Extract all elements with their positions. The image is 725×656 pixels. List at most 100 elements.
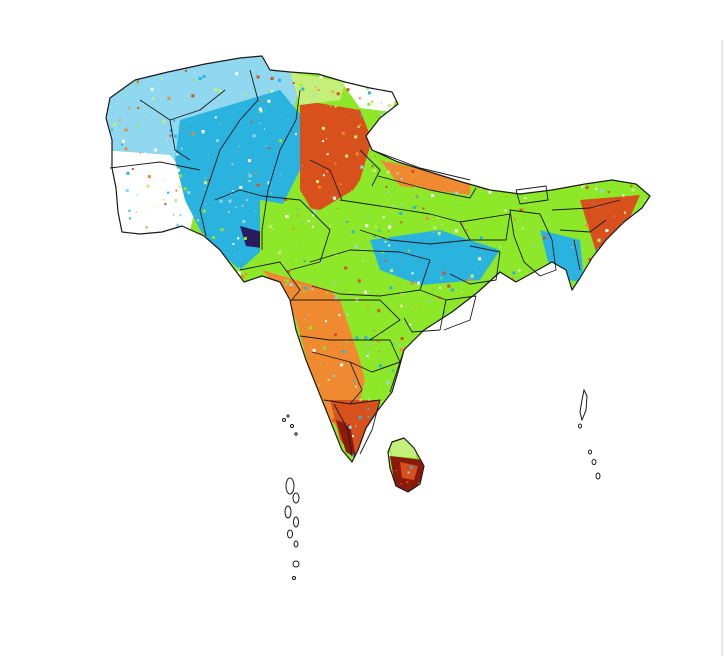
raster-pixel xyxy=(518,269,521,272)
raster-pixel xyxy=(589,267,592,270)
raster-pixel xyxy=(158,288,162,292)
raster-pixel xyxy=(231,322,235,326)
raster-pixel xyxy=(542,115,544,117)
raster-pixel xyxy=(399,111,403,115)
raster-pixel xyxy=(110,87,111,88)
raster-pixel xyxy=(345,154,349,158)
raster-pixel xyxy=(653,383,656,386)
raster-pixel xyxy=(485,463,488,466)
raster-pixel xyxy=(124,401,128,405)
raster-pixel xyxy=(200,56,202,58)
raster-pixel xyxy=(602,411,604,413)
raster-pixel xyxy=(239,185,243,189)
raster-pixel xyxy=(289,283,293,287)
raster-pixel xyxy=(151,381,154,385)
raster-pixel xyxy=(312,214,315,217)
island xyxy=(595,472,601,480)
raster-pixel xyxy=(103,247,105,249)
raster-pixel xyxy=(436,152,439,155)
raster-pixel xyxy=(444,110,446,112)
raster-pixel xyxy=(340,460,342,462)
raster-pixel xyxy=(510,430,514,434)
raster-pixel xyxy=(402,107,406,111)
raster-pixel xyxy=(598,350,601,353)
raster-pixel xyxy=(538,166,540,168)
raster-pixel xyxy=(447,87,449,89)
region-central-blue xyxy=(370,230,500,285)
raster-pixel xyxy=(413,240,417,243)
raster-pixel xyxy=(456,343,458,345)
raster-pixel xyxy=(376,115,378,117)
raster-pixel xyxy=(522,394,523,396)
raster-pixel xyxy=(400,177,403,180)
raster-pixel xyxy=(495,287,498,290)
raster-pixel xyxy=(106,388,107,392)
raster-pixel xyxy=(312,79,313,81)
raster-pixel xyxy=(119,119,121,121)
raster-pixel xyxy=(279,274,281,275)
raster-pixel xyxy=(528,381,532,384)
raster-pixel xyxy=(641,57,645,61)
raster-pixel xyxy=(381,250,385,254)
raster-pixel xyxy=(629,196,631,198)
raster-pixel xyxy=(567,357,570,360)
raster-pixel xyxy=(206,380,210,384)
raster-pixel xyxy=(317,89,320,91)
island xyxy=(588,449,592,455)
raster-pixel xyxy=(515,102,519,106)
raster-pixel xyxy=(128,272,131,275)
raster-pixel xyxy=(474,266,476,268)
raster-pixel xyxy=(509,370,511,373)
raster-pixel xyxy=(432,114,434,116)
raster-pixel xyxy=(428,300,431,303)
raster-pixel xyxy=(351,230,355,234)
raster-pixel xyxy=(381,231,385,235)
lakshadweep-islands xyxy=(282,414,298,436)
raster-pixel xyxy=(391,145,395,149)
raster-pixel xyxy=(385,237,389,240)
raster-pixel xyxy=(268,90,271,93)
raster-pixel xyxy=(329,225,331,227)
raster-pixel xyxy=(157,393,161,396)
raster-pixel xyxy=(146,457,148,459)
region-afghanistan-west xyxy=(106,150,200,240)
raster-pixel xyxy=(463,329,467,333)
raster-pixel xyxy=(471,276,474,279)
raster-pixel xyxy=(113,193,115,195)
raster-pixel xyxy=(356,480,360,484)
raster-pixel xyxy=(400,426,402,428)
raster-pixel xyxy=(227,210,230,213)
raster-pixel xyxy=(324,320,327,323)
raster-pixel xyxy=(197,494,199,496)
raster-pixel xyxy=(642,326,645,329)
raster-pixel xyxy=(430,235,432,237)
raster-pixel xyxy=(386,170,390,174)
raster-pixel xyxy=(578,165,580,167)
raster-pixel xyxy=(490,164,493,166)
raster-pixel xyxy=(480,372,484,376)
raster-pixel xyxy=(102,127,105,130)
boundary-karnataka xyxy=(311,351,363,405)
raster-pixel xyxy=(317,312,319,314)
raster-pixel xyxy=(344,217,346,219)
raster-pixel xyxy=(449,381,453,385)
raster-pixel xyxy=(143,437,147,440)
raster-pixel xyxy=(450,491,454,492)
raster-pixel xyxy=(137,107,140,110)
region-kashmir xyxy=(300,100,372,220)
raster-pixel xyxy=(442,129,444,132)
andaman-nicobar-islands xyxy=(578,388,601,480)
raster-pixel xyxy=(355,425,357,427)
raster-pixel xyxy=(212,287,214,289)
raster-pixel xyxy=(659,163,660,164)
raster-pixel xyxy=(121,139,125,143)
raster-pixel xyxy=(124,128,128,132)
raster-pixel xyxy=(655,319,658,322)
raster-pixel xyxy=(355,152,359,156)
boundary-uttarakhand xyxy=(359,149,381,187)
raster-pixel xyxy=(409,323,412,326)
raster-pixel xyxy=(654,469,656,471)
raster-pixel xyxy=(543,371,544,373)
raster-pixel xyxy=(530,157,532,159)
raster-pixel xyxy=(248,180,251,182)
